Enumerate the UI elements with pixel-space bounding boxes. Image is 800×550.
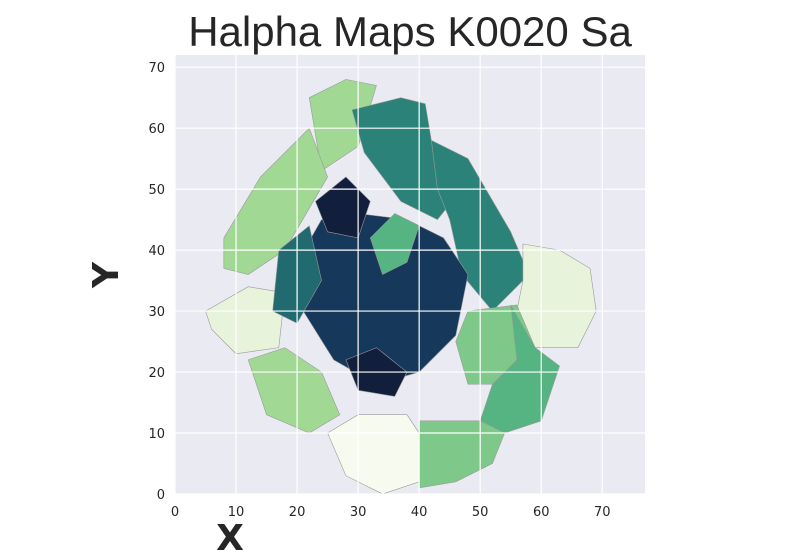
region-center-green-patches [369, 213, 420, 275]
region-right-white [516, 243, 597, 348]
x-tick-label: 40 [411, 505, 428, 520]
y-tick-label: 40 [148, 244, 165, 259]
chart-title: Halpha Maps K0020 Sa [188, 8, 632, 55]
x-tick-label: 50 [472, 505, 489, 520]
x-tick-label: 0 [171, 505, 179, 520]
grid-lines [174, 55, 645, 495]
region-far-left-green [223, 127, 328, 275]
x-tick-label: 30 [350, 505, 367, 520]
y-tick-label: 70 [148, 61, 165, 76]
y-tick-label: 0 [157, 488, 165, 503]
y-axis-label: Y [86, 261, 127, 289]
region-upper-dark-blob [315, 176, 371, 239]
region-left-lower-white [205, 286, 286, 355]
x-tick-label: 70 [594, 505, 611, 520]
x-tick-label: 20 [289, 505, 306, 520]
y-tick-label: 60 [148, 122, 165, 137]
y-tick-label: 30 [148, 305, 165, 320]
y-tick-labels: 0 10 20 30 40 50 60 70 [148, 61, 165, 503]
x-tick-labels: 0 10 20 30 40 50 60 70 [171, 505, 611, 520]
x-tick-label: 10 [228, 505, 245, 520]
region-left-lower-green [247, 347, 341, 434]
y-tick-label: 50 [148, 183, 165, 198]
y-tick-label: 10 [148, 427, 165, 442]
y-tick-label: 20 [148, 366, 165, 381]
x-axis-label: X [216, 518, 244, 550]
x-tick-label: 60 [533, 505, 550, 520]
